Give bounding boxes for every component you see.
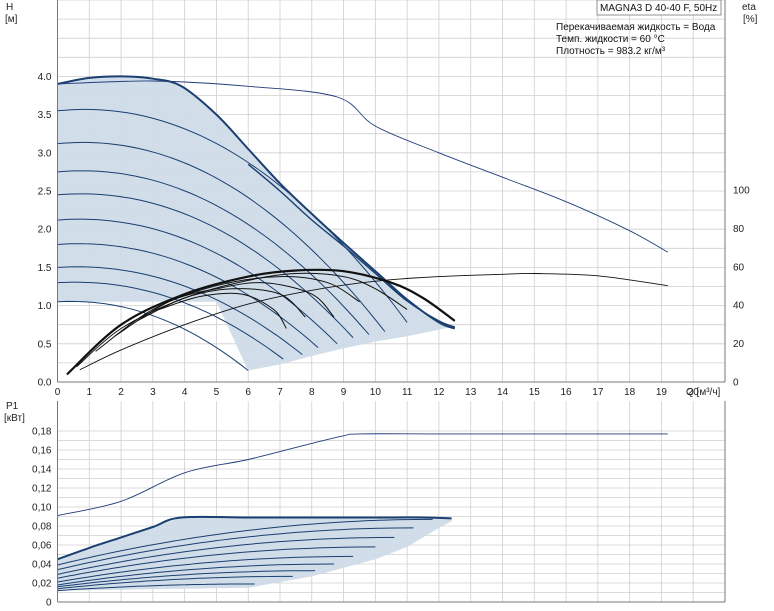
speed-curve — [57, 218, 338, 345]
y2-tick-label: 60 — [733, 262, 745, 273]
power-tick-label: 0,10 — [32, 503, 52, 514]
power-tick-label: 0 — [46, 598, 52, 609]
x-tick-label: 6 — [245, 387, 251, 398]
y2-tick-label: 0 — [733, 378, 739, 389]
efficiency-curve-max — [66, 268, 456, 376]
x-tick-label: 7 — [277, 387, 283, 398]
power-tick-label: 0,04 — [32, 560, 52, 571]
y-tick-label: 1.0 — [38, 301, 52, 312]
y-tick-label: 1.5 — [38, 263, 52, 274]
y-tick-label: 3.5 — [38, 110, 52, 121]
power-tick-label: 0,12 — [32, 484, 52, 495]
power-panel: 0 0,02 0,04 0,06 0,08 0,10 0,12 0,14 0,16 0,18 — [32, 401, 726, 609]
annotation-fluid: Перекачиваемая жидкость = Вода — [556, 22, 716, 33]
y-tick-label: 2.0 — [38, 225, 52, 236]
x-tick-label: 15 — [529, 387, 541, 398]
power-tick-label: 0,06 — [32, 541, 52, 552]
y2-tick-label: 40 — [733, 301, 745, 312]
operating-area — [57, 76, 452, 371]
x-tick-label: 17 — [592, 387, 604, 398]
x-tick-label: 9 — [341, 387, 347, 398]
y-tick-label: 2.5 — [38, 187, 52, 198]
efficiency-reference-curve — [79, 273, 668, 371]
efficiency-curve — [76, 272, 408, 368]
x-tick-label: 11 — [402, 387, 413, 398]
y-tick-label: 0.0 — [38, 378, 52, 389]
head-panel: 0.0 0.5 1.0 1.5 2.0 2.5 3.0 3.5 4.0 0 20 40 60 80 100 0… — [38, 0, 750, 398]
y2-tick-label: 20 — [733, 339, 745, 350]
efficiency-curve — [159, 292, 287, 329]
y-tick-label: 3.0 — [38, 148, 52, 159]
speed-power-curve — [57, 546, 376, 579]
x-tick-label: 2 — [118, 387, 124, 398]
y-axis-label: H — [6, 2, 13, 13]
efficiency-curve — [95, 276, 360, 352]
y2-axis-label: eta — [742, 2, 756, 13]
y2-tick-label: 100 — [733, 186, 750, 197]
x-tick-label: 18 — [624, 387, 636, 398]
speed-power-curve — [57, 575, 293, 590]
speed-power-curve — [57, 536, 395, 575]
speed-curve — [57, 300, 249, 371]
title-box — [596, 0, 722, 16]
power-tick-label: 0,14 — [32, 465, 52, 476]
x-tick-label: 5 — [214, 387, 220, 398]
x-tick-label: 16 — [561, 387, 573, 398]
speed-power-curve — [57, 570, 316, 588]
max-power-curve — [57, 515, 452, 561]
chart-title: MAGNA3 D 40-40 F, 50Hz — [600, 3, 717, 14]
power-axis-label: P1 — [6, 401, 19, 412]
speed-curve — [57, 266, 303, 355]
x-tick-label: 13 — [465, 387, 477, 398]
power-tick-label: 0,02 — [32, 579, 52, 590]
power-tick-label: 0,08 — [32, 522, 52, 533]
x-tick-label: 1 — [87, 387, 93, 398]
speed-curve — [57, 281, 284, 360]
speed-curve — [57, 243, 319, 348]
x-tick-label: 19 — [656, 387, 668, 398]
annotation-density: Плотность = 983.2 кг/м³ — [556, 46, 666, 57]
power-axis-unit: [кВт] — [4, 413, 25, 424]
power-reference-curve — [57, 433, 668, 516]
efficiency-curve — [114, 282, 335, 337]
annotation-temp: Темп. жидкости = 60 °C — [556, 34, 665, 45]
x-tick-label: 10 — [370, 387, 382, 398]
x-axis-label: Q [м³/ч] — [686, 387, 721, 398]
x-tick-label: 0 — [55, 387, 61, 398]
y-tick-label: 0.5 — [38, 339, 52, 350]
y-axis-unit: [м] — [5, 14, 18, 25]
y2-tick-label: 80 — [733, 224, 745, 235]
speed-power-curve — [57, 555, 354, 583]
x-tick-label: 14 — [497, 387, 509, 398]
max-head-curve — [57, 75, 456, 330]
power-tick-label: 0,16 — [32, 446, 52, 457]
x-tick-label: 8 — [309, 387, 315, 398]
y-tick-label: 4.0 — [38, 72, 52, 83]
speed-curve — [57, 193, 354, 339]
speed-power-curve — [57, 583, 255, 592]
power-tick-label: 0,18 — [32, 427, 52, 438]
x-tick-label: 12 — [433, 387, 445, 398]
x-tick-label: 3 — [150, 387, 156, 398]
speed-power-curve — [57, 518, 433, 566]
max-head-curve-2 — [247, 163, 456, 328]
x-tick-label: 4 — [182, 387, 188, 398]
x-tick-label: 20 — [688, 387, 700, 398]
speed-power-curve — [57, 563, 335, 586]
efficiency-curve — [136, 288, 306, 322]
y2-axis-unit: [%] — [743, 14, 758, 25]
head-system-curve — [57, 80, 669, 253]
speed-power-curve — [57, 527, 414, 571]
